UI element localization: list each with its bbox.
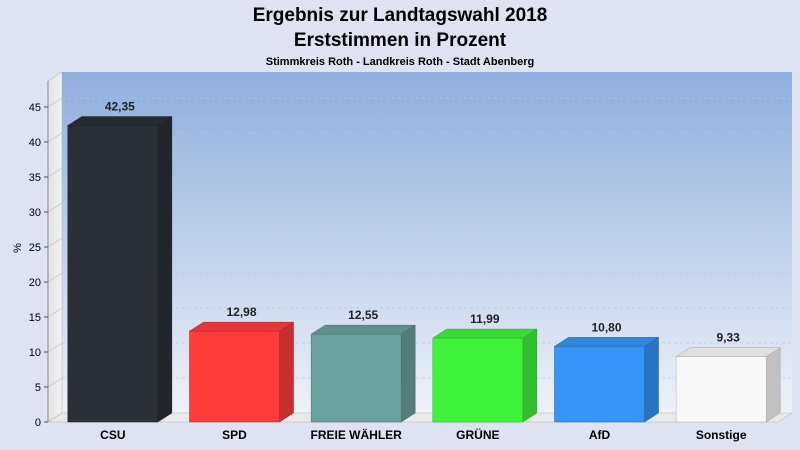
value-label: 10,80: [591, 320, 621, 334]
x-axis: CSU SPD FREIE WÄHLER GRÜNE AfD Sonstige: [100, 427, 747, 442]
bar-top: [553, 337, 660, 347]
bar-front: [432, 337, 524, 423]
value-label: 9,33: [716, 331, 740, 345]
gridline-side: [47, 202, 63, 213]
y-tick-label: 15: [29, 312, 41, 324]
chart-subtitle: Erststimmen in Prozent: [294, 30, 507, 51]
gridlines: [47, 97, 792, 388]
bar-grüne: [431, 328, 538, 423]
y-axis: 0 5 10 15 20 25 30 35 40 45: [29, 81, 49, 429]
gridline-side: [47, 167, 63, 178]
category-label: GRÜNE: [456, 427, 499, 442]
value-label: 42,35: [105, 100, 135, 114]
bar-side: [765, 347, 781, 423]
plot-back-wall: [62, 72, 792, 413]
bar-front: [67, 125, 159, 423]
bar-top: [431, 328, 538, 339]
category-label: Sonstige: [696, 428, 747, 442]
y-tick-label: 40: [29, 137, 41, 149]
bar-front: [675, 356, 767, 423]
bar-top: [675, 347, 782, 357]
bar-top: [66, 116, 173, 126]
y-tick-label: 20: [29, 277, 41, 289]
bar-freie-wähler: [310, 324, 417, 423]
y-tick-label: 25: [29, 242, 41, 254]
chart-caption: Stimmkreis Roth - Landkreis Roth - Stadt…: [266, 56, 535, 68]
gridline-side: [47, 307, 63, 318]
gridline-side: [47, 377, 63, 388]
category-label: CSU: [100, 428, 125, 442]
y-tick-label: 10: [29, 347, 41, 359]
category-label: FREIE WÄHLER: [310, 427, 402, 442]
category-label: AfD: [589, 428, 611, 442]
bars: [66, 116, 782, 423]
y-axis-label: %: [12, 243, 24, 253]
gridline-side: [47, 132, 63, 143]
value-labels: 42,35 12,98 12,55 11,99 10,80 9,33: [105, 100, 740, 345]
value-label: 11,99: [470, 312, 500, 326]
bar-side: [279, 321, 294, 423]
y-tick-label: 35: [29, 172, 41, 184]
bar-front: [310, 333, 402, 423]
plot-side-wall: [47, 71, 63, 423]
y-tick-label: 0: [35, 417, 41, 429]
bar-top: [188, 321, 295, 332]
bar-csu: [66, 116, 173, 423]
bar-afd: [553, 336, 660, 423]
bar-side: [157, 116, 173, 423]
y-tick-label: 45: [29, 102, 41, 114]
category-label: SPD: [222, 428, 247, 442]
bar-spd: [188, 321, 295, 423]
bar-side: [522, 328, 538, 423]
gridline-side: [47, 237, 63, 248]
gridline-side: [47, 342, 63, 353]
bar-front: [189, 330, 280, 423]
bar-sonstige: [675, 347, 782, 423]
bar-top: [310, 324, 417, 335]
bar-side: [644, 336, 659, 423]
value-label: 12,55: [348, 308, 378, 322]
y-tick-label: 5: [35, 382, 41, 394]
plot-background: [46, 71, 794, 423]
gridline-side: [47, 272, 63, 283]
bar-front: [554, 346, 645, 423]
gridline-side: [47, 97, 63, 108]
bar-side: [400, 324, 416, 423]
y-tick-label: 30: [29, 207, 41, 219]
chart-title: Ergebnis zur Landtagswahl 2018: [253, 5, 548, 26]
value-label: 12,98: [226, 305, 256, 319]
